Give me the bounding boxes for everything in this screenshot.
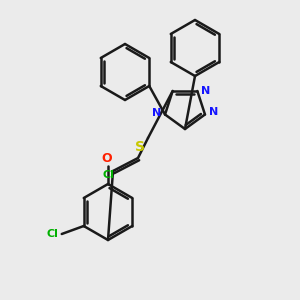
Text: N: N xyxy=(201,86,211,96)
Text: O: O xyxy=(102,152,112,166)
Text: N: N xyxy=(152,109,161,118)
Text: Cl: Cl xyxy=(102,170,114,180)
Text: S: S xyxy=(135,140,145,154)
Text: Cl: Cl xyxy=(47,229,59,239)
Text: N: N xyxy=(209,107,218,118)
